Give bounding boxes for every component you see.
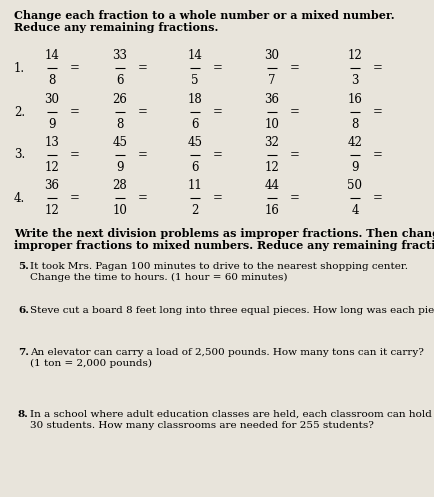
- Text: 4.: 4.: [14, 191, 25, 204]
- Text: 2.: 2.: [14, 105, 25, 118]
- Text: =: =: [213, 191, 222, 204]
- Text: =: =: [70, 191, 80, 204]
- Text: 32: 32: [264, 136, 279, 149]
- Text: 14: 14: [44, 49, 59, 62]
- Text: =: =: [138, 149, 148, 162]
- Text: Steve cut a board 8 feet long into three equal pieces. How long was each piece?: Steve cut a board 8 feet long into three…: [30, 306, 434, 315]
- Text: 14: 14: [187, 49, 202, 62]
- Text: In a school where adult education classes are held, each classroom can hold: In a school where adult education classe…: [30, 410, 431, 419]
- Text: 1.: 1.: [14, 62, 25, 75]
- Text: 7: 7: [268, 74, 275, 87]
- Text: =: =: [138, 62, 148, 75]
- Text: It took Mrs. Pagan 100 minutes to drive to the nearest shopping center.: It took Mrs. Pagan 100 minutes to drive …: [30, 262, 407, 271]
- Text: 9: 9: [48, 118, 56, 131]
- Text: 26: 26: [112, 93, 127, 106]
- Text: =: =: [70, 62, 80, 75]
- Text: An elevator can carry a load of 2,500 pounds. How many tons can it carry?: An elevator can carry a load of 2,500 po…: [30, 348, 423, 357]
- Text: Write the next division problems as improper fractions. Then change the: Write the next division problems as impr…: [14, 228, 434, 239]
- Text: =: =: [372, 149, 382, 162]
- Text: =: =: [213, 62, 222, 75]
- Text: 3.: 3.: [14, 149, 25, 162]
- Text: 9: 9: [116, 161, 123, 174]
- Text: 36: 36: [44, 179, 59, 192]
- Text: 5.: 5.: [18, 262, 29, 271]
- Text: 30 students. How many classrooms are needed for 255 students?: 30 students. How many classrooms are nee…: [30, 421, 373, 430]
- Text: =: =: [138, 191, 148, 204]
- Text: =: =: [289, 191, 299, 204]
- Text: 6: 6: [116, 74, 123, 87]
- Text: 8.: 8.: [18, 410, 29, 419]
- Text: (1 ton = 2,000 pounds): (1 ton = 2,000 pounds): [30, 359, 151, 368]
- Text: 8: 8: [116, 118, 123, 131]
- Text: 8: 8: [48, 74, 56, 87]
- Text: 12: 12: [347, 49, 362, 62]
- Text: 45: 45: [112, 136, 127, 149]
- Text: 13: 13: [44, 136, 59, 149]
- Text: 9: 9: [350, 161, 358, 174]
- Text: 45: 45: [187, 136, 202, 149]
- Text: 42: 42: [347, 136, 362, 149]
- Text: =: =: [289, 105, 299, 118]
- Text: 12: 12: [264, 161, 279, 174]
- Text: =: =: [372, 105, 382, 118]
- Text: =: =: [289, 62, 299, 75]
- Text: 28: 28: [112, 179, 127, 192]
- Text: 16: 16: [264, 204, 279, 217]
- Text: =: =: [70, 105, 80, 118]
- Text: =: =: [289, 149, 299, 162]
- Text: 3: 3: [350, 74, 358, 87]
- Text: =: =: [138, 105, 148, 118]
- Text: 8: 8: [351, 118, 358, 131]
- Text: =: =: [213, 105, 222, 118]
- Text: 36: 36: [264, 93, 279, 106]
- Text: 6.: 6.: [18, 306, 29, 315]
- Text: 4: 4: [350, 204, 358, 217]
- Text: 7.: 7.: [18, 348, 29, 357]
- Text: 6: 6: [191, 118, 198, 131]
- Text: Reduce any remaining fractions.: Reduce any remaining fractions.: [14, 22, 218, 33]
- Text: 6: 6: [191, 161, 198, 174]
- Text: 18: 18: [187, 93, 202, 106]
- Text: 16: 16: [347, 93, 362, 106]
- Text: =: =: [372, 191, 382, 204]
- Text: 12: 12: [45, 204, 59, 217]
- Text: 2: 2: [191, 204, 198, 217]
- Text: 33: 33: [112, 49, 127, 62]
- Text: Change the time to hours. (1 hour = 60 minutes): Change the time to hours. (1 hour = 60 m…: [30, 273, 287, 282]
- Text: 12: 12: [45, 161, 59, 174]
- Text: =: =: [213, 149, 222, 162]
- Text: 30: 30: [44, 93, 59, 106]
- Text: 44: 44: [264, 179, 279, 192]
- Text: 10: 10: [112, 204, 127, 217]
- Text: 5: 5: [191, 74, 198, 87]
- Text: 11: 11: [187, 179, 202, 192]
- Text: =: =: [70, 149, 80, 162]
- Text: 30: 30: [264, 49, 279, 62]
- Text: 10: 10: [264, 118, 279, 131]
- Text: improper fractions to mixed numbers. Reduce any remaining fractions.: improper fractions to mixed numbers. Red…: [14, 240, 434, 251]
- Text: Change each fraction to a whole number or a mixed number.: Change each fraction to a whole number o…: [14, 10, 394, 21]
- Text: 50: 50: [347, 179, 362, 192]
- Text: =: =: [372, 62, 382, 75]
